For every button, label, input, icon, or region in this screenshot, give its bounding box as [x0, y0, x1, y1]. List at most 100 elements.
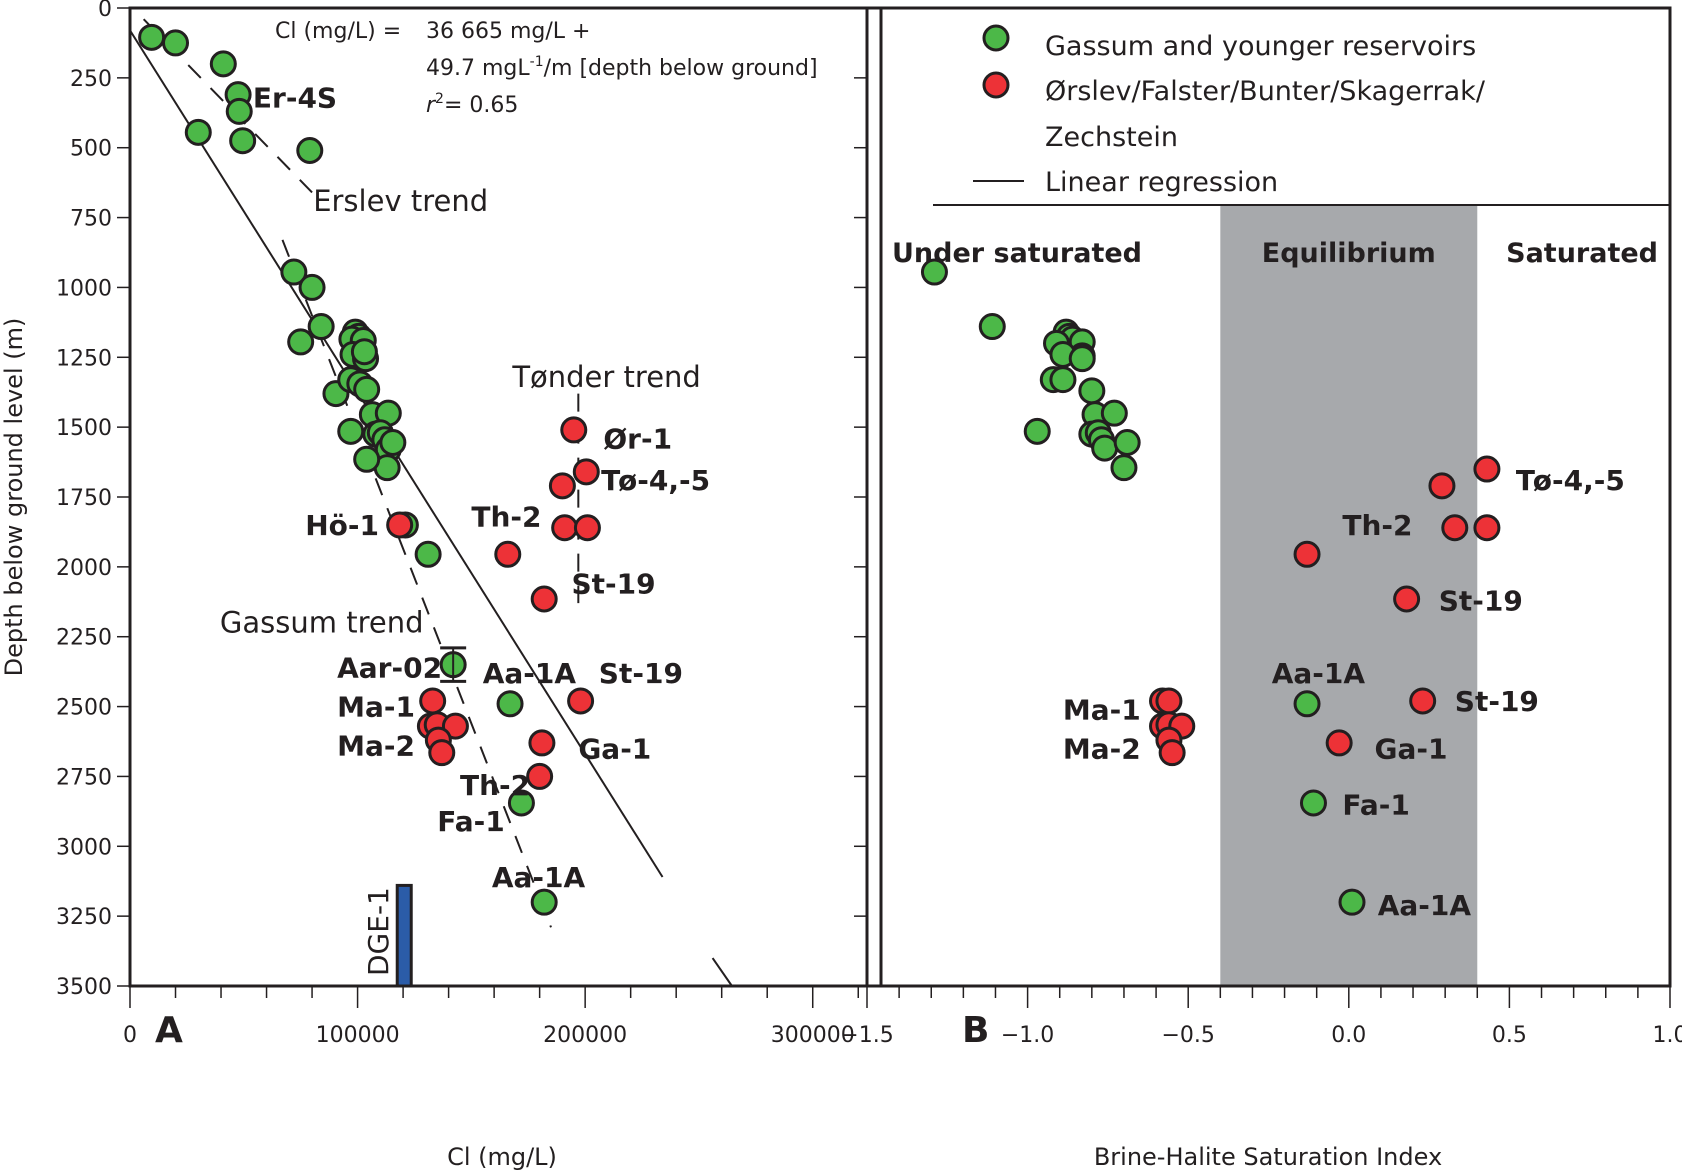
panel-a-letter: A	[155, 1010, 183, 1051]
panel-a-axes: 0 250 500 750 1000 1250 1500 1750 2000 2250 2500 27…	[56, 0, 883, 1048]
panel-b-points	[920, 258, 1501, 916]
annotation-label: Ga-1	[1374, 732, 1447, 765]
green-point	[353, 445, 381, 473]
panel-b-axes: −1.5 −1.0 −0.5 0.0 0.5 1.0	[840, 6, 1682, 1048]
annotation-label: Th-2	[471, 501, 541, 534]
y-tick-label: 2250	[56, 626, 112, 651]
green-point	[1299, 789, 1327, 817]
annotation-label: Ma-2	[337, 730, 415, 763]
green-point	[414, 540, 442, 568]
panel-a-y-axis-title: Depth below ground level (m)	[0, 318, 28, 677]
red-point	[1393, 585, 1421, 613]
annotation-label: Tø-4,-5	[1516, 464, 1625, 497]
red-point	[1441, 514, 1469, 542]
green-point	[1338, 888, 1366, 916]
green-point	[298, 273, 326, 301]
panel-a-dge1-bar-group: DGE-1	[362, 883, 413, 988]
green-point	[507, 789, 535, 817]
equation-r-value: = 0.65	[444, 93, 518, 118]
panel-a-annotations: Er-4S Erslev trend Tønder trend Ør-1 Tø-4,-5…	[220, 81, 710, 894]
green-point	[1068, 345, 1096, 373]
x-tick-label: 100000	[316, 1023, 400, 1048]
zone-label: Equilibrium	[1262, 238, 1436, 269]
red-point	[526, 762, 554, 790]
red-point	[528, 729, 556, 757]
green-point	[1049, 366, 1077, 394]
green-point	[1091, 434, 1119, 462]
annotation-label: St-19	[1439, 584, 1523, 617]
annotation-label: St-19	[599, 657, 683, 690]
equation-line3: r2= 0.65	[426, 91, 518, 118]
y-tick-label: 3000	[56, 835, 112, 860]
red-point	[1473, 514, 1501, 542]
green-point	[496, 690, 524, 718]
annotation-label: Aa-1A	[492, 861, 586, 894]
panel-b-x-axis-title: Brine-Halite Saturation Index	[1094, 1143, 1442, 1171]
green-point	[978, 313, 1006, 341]
red-point	[419, 687, 447, 715]
green-point	[225, 97, 253, 125]
panel-a-points	[138, 23, 601, 916]
x-tick-label: −0.5	[1161, 1023, 1214, 1048]
red-point	[1293, 540, 1321, 568]
legend: Gassum and younger reservoirs Ørslev/Fal…	[933, 24, 1670, 206]
equation-line1-prefix: Cl (mg/L) =	[275, 19, 401, 44]
green-point	[530, 888, 558, 916]
red-point	[441, 712, 469, 740]
y-tick-label: 500	[70, 137, 112, 162]
red-point	[1428, 472, 1456, 500]
regression-segment-1	[711, 957, 733, 987]
green-point	[1113, 429, 1141, 457]
green-point	[229, 127, 257, 155]
y-tick-label: 1250	[56, 346, 112, 371]
y-tick-label: 2000	[56, 556, 112, 581]
green-point	[287, 328, 315, 356]
annotation-label: Ga-1	[578, 732, 651, 765]
x-tick-label: 200000	[543, 1023, 627, 1048]
annotation-label: Aa-1A	[483, 657, 577, 690]
annotation-label: Ør-1	[603, 422, 672, 455]
green-point	[379, 429, 407, 457]
equation-r-sup: 2	[435, 91, 444, 107]
equation-line1-value: 36 665 mg/L +	[426, 19, 590, 44]
equation-line2: 49.7 mgL-1/m [depth below ground]	[426, 54, 818, 81]
zone-label: Saturated	[1506, 238, 1658, 269]
red-point	[386, 511, 414, 539]
annotation-label: Ma-1	[1063, 693, 1141, 726]
annotation-label: St-19	[571, 568, 655, 601]
green-point	[296, 137, 324, 165]
green-point	[280, 258, 308, 286]
panel-a-frame	[128, 6, 883, 988]
red-point	[1325, 729, 1353, 757]
equation-line2-text: 49.7 mgL	[426, 56, 530, 81]
red-point	[1155, 687, 1183, 715]
red-point	[551, 514, 579, 542]
red-point	[530, 585, 558, 613]
legend-item-green-label: Gassum and younger reservoirs	[1045, 31, 1476, 62]
red-point	[1473, 455, 1501, 483]
green-point	[1110, 454, 1138, 482]
y-tick-label: 1750	[56, 486, 112, 511]
green-point	[353, 375, 381, 403]
y-tick-label: 3250	[56, 905, 112, 930]
red-point	[572, 458, 600, 486]
legend-red-marker-icon	[982, 71, 1010, 99]
equation-line2-sup: -1	[530, 54, 544, 70]
red-point	[560, 416, 588, 444]
legend-item-line-label: Linear regression	[1045, 167, 1278, 198]
x-tick-label: −1.5	[840, 1023, 893, 1048]
legend-item-red-label-line2: Zechstein	[1045, 122, 1178, 153]
y-tick-label: 1500	[56, 416, 112, 441]
y-tick-label: 1000	[56, 276, 112, 301]
panel-a-x-axis-title: Cl (mg/L)	[447, 1143, 557, 1171]
y-tick-label: 2500	[56, 696, 112, 721]
panel-a: DGE-1 Er-4S Erslev trend Tønder trend Ør-1 T…	[0, 0, 883, 1171]
panel-a-regression-line	[129, 29, 733, 987]
red-point	[428, 739, 456, 767]
annotation-label: Th-2	[1342, 509, 1412, 542]
green-point	[1100, 399, 1128, 427]
green-point	[307, 313, 335, 341]
x-tick-label: 300000	[771, 1023, 855, 1048]
annotation-label: Hö-1	[305, 509, 379, 542]
y-tick-label: 0	[98, 0, 112, 22]
